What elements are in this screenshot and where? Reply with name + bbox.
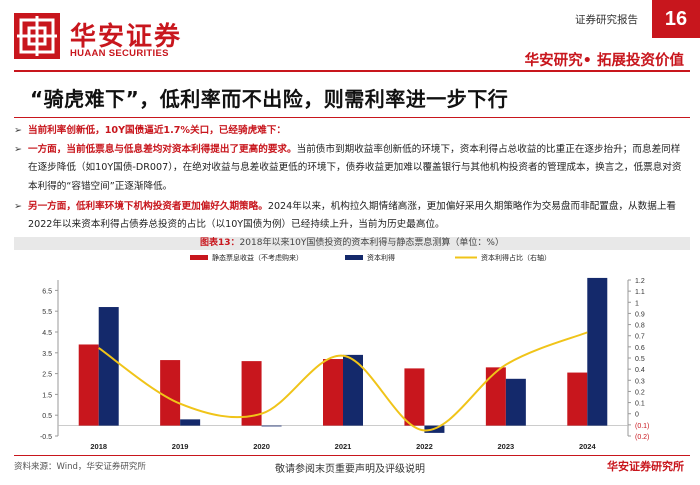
right-tick-label: 0.5 <box>635 356 645 363</box>
data-source: 资料来源：Wind，华安证券研究所 <box>14 462 146 472</box>
bullet-item: ➢ 当前利率创新低，10Y国债逼近1.7%关口，已经骑虎难下： <box>14 122 686 140</box>
bar-capital-gain <box>587 277 608 426</box>
bar-capital-gain <box>180 419 201 426</box>
right-tick-label: 1.1 <box>635 289 645 296</box>
bar-coupon <box>567 372 588 426</box>
chart-caption-text: 2018年以来10Y国债投资的资本利得与静态票息测算（单位：%） <box>239 238 504 248</box>
right-tick-label: 0.7 <box>635 334 645 341</box>
right-tick-label: 0.3 <box>635 378 645 385</box>
bar-coupon <box>78 344 99 426</box>
left-tick-label: 6.5 <box>42 288 52 295</box>
bullet-bold: 另一方面，低利率环境下机构投资者更加偏好久期策略。 <box>28 201 268 212</box>
bar-coupon <box>404 368 425 426</box>
left-tick-label: -0.5 <box>40 434 52 441</box>
bar-capital-gain <box>261 425 282 427</box>
huaan-logo-icon <box>14 13 60 59</box>
right-tick-label: 1.2 <box>635 278 645 285</box>
right-tick-label: 0.9 <box>635 311 645 318</box>
x-tick-label: 2020 <box>253 442 270 451</box>
right-tick-label: 0.4 <box>635 367 645 374</box>
bar-line-chart: -0.5 0.5 1.5 2.5 3.5 4.5 5.5 6.5 (0.2) (0.1) 0 0.1 0… <box>40 253 649 451</box>
left-tick-label: 5.5 <box>42 309 52 316</box>
left-tick-label: 0.5 <box>42 413 52 420</box>
bullet-text: 2024年以来，机构拉久期情绪高涨，更加偏好采用久期策略作为交易盘而非配置盘，从… <box>28 201 677 231</box>
bullet-text: 当前债市到期收益率创新低的环境下，资本利得占总收益的比重正在逐步抬升；而息差同样… <box>28 144 682 192</box>
left-tick-label: 3.5 <box>42 351 52 358</box>
x-tick-label: 2019 <box>172 442 189 451</box>
legend-swatch <box>345 255 363 260</box>
title-divider <box>14 117 690 118</box>
bar-capital-gain <box>505 378 526 426</box>
x-tick-label: 2022 <box>416 442 433 451</box>
bar-coupon <box>160 360 181 426</box>
disclaimer: 敬请参阅末页重要声明及评级说明 <box>275 464 425 475</box>
right-tick-label: 0.1 <box>635 401 645 408</box>
right-tick-label: 0.8 <box>635 323 645 330</box>
right-tick-label: 0 <box>635 412 639 419</box>
x-tick-label: 2023 <box>498 442 515 451</box>
bar-coupon <box>241 361 262 426</box>
bullet-bold: 一方面，当前低票息与低息差均对资本利得提出了更高的要求。 <box>28 144 297 155</box>
slogan: 华安研究• 拓展投资价值 <box>524 53 684 69</box>
header-divider <box>14 70 690 72</box>
bar-capital-gain <box>343 354 363 426</box>
left-tick-label: 1.5 <box>42 392 52 399</box>
legend-label: 静态票息收益（不考虑购来） <box>212 253 303 262</box>
brand-name-cn: 华安证券 <box>70 22 183 52</box>
bar-coupon <box>323 359 343 426</box>
right-tick-label: (0.1) <box>635 423 649 430</box>
page-number: 16 <box>652 0 700 38</box>
brand-name-en: HUAAN SECURITIES <box>70 48 169 59</box>
footer-brand: 华安证券研究所 <box>607 460 684 473</box>
x-tick-label: 2021 <box>335 442 352 451</box>
footer-divider <box>14 455 690 456</box>
bullet-item: ➢ 另一方面，低利率环境下机构投资者更加偏好久期策略。2024年以来，机构拉久期… <box>14 198 686 235</box>
bullet-item: ➢ 一方面，当前低票息与低息差均对资本利得提出了更高的要求。当前债市到期收益率创… <box>14 141 686 196</box>
bullet-arrow-icon: ➢ <box>14 125 23 136</box>
right-tick-label: 0.2 <box>635 389 645 396</box>
report-type: 证券研究报告 <box>575 14 638 26</box>
left-tick-label: 2.5 <box>42 372 52 379</box>
bullet-arrow-icon: ➢ <box>14 201 23 212</box>
x-tick-label: 2018 <box>90 442 107 451</box>
bar-capital-gain <box>98 307 119 426</box>
right-tick-label: 0.6 <box>635 345 645 352</box>
left-tick-label: 4.5 <box>42 330 52 337</box>
bar-coupon <box>485 367 506 426</box>
chart-caption-label: 图表13： <box>200 238 240 248</box>
chart-caption: 图表13：2018年以来10Y国债投资的资本利得与静态票息测算（单位：%） <box>14 237 690 250</box>
series-line-capital-gain-share <box>98 331 588 432</box>
legend-label: 资本利得 <box>367 253 395 262</box>
legend-label: 资本利得占比（右轴） <box>481 253 551 262</box>
bullet-bold: 当前利率创新低，10Y国债逼近1.7%关口，已经骑虎难下： <box>28 125 286 136</box>
x-tick-label: 2024 <box>579 442 597 451</box>
page-title: “骑虎难下”，低利率而不出险，则需利率进一步下行 <box>30 87 509 111</box>
legend-swatch <box>190 255 208 260</box>
bullet-arrow-icon: ➢ <box>14 144 23 155</box>
right-tick-label: 1 <box>635 300 639 307</box>
right-tick-label: (0.2) <box>635 434 649 441</box>
